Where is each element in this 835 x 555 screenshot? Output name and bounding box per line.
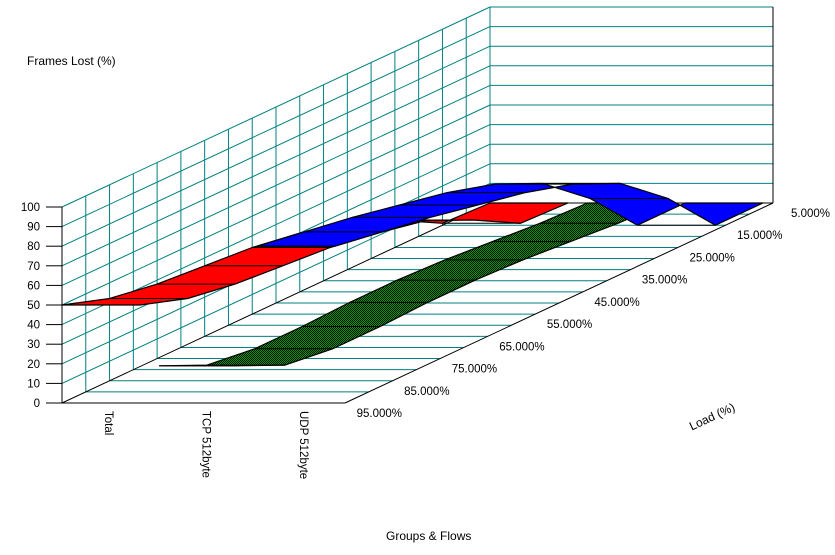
left-wall-height-gridline	[61, 65, 491, 267]
y-tick-label: 20	[27, 359, 40, 371]
left-wall-height-gridline	[61, 84, 491, 286]
category-label: UDP 512byte	[297, 411, 309, 479]
load-tick-label: 75.000%	[452, 364, 497, 376]
load-tick-label: 65.000%	[499, 341, 544, 353]
load-tick-label: 55.000%	[547, 319, 592, 331]
load-tick-label: 25.000%	[689, 252, 734, 264]
x-axis-title: Groups & Flows	[386, 529, 472, 543]
load-tick-label: 5.000%	[791, 208, 830, 220]
floor-left-edge	[61, 202, 491, 404]
y-tick-label: 40	[27, 320, 40, 332]
left-wall-height-gridline	[61, 45, 491, 247]
y-tick-label: 100	[21, 202, 40, 214]
y-axis-title: Frames Lost (%)	[27, 54, 116, 68]
y-tick-label: 30	[27, 339, 40, 351]
y-tick-label: 70	[27, 261, 40, 273]
load-tick-label: 35.000%	[642, 275, 687, 287]
y-tick-label: 0	[34, 398, 40, 410]
load-tick-label: 45.000%	[594, 297, 639, 309]
y-tick-label: 60	[27, 280, 40, 292]
left-wall-height-gridline	[61, 6, 491, 208]
category-label: Total	[102, 411, 114, 435]
y-tick-label: 90	[27, 222, 40, 234]
y-tick-label: 50	[27, 300, 40, 312]
y-tick-label: 10	[27, 378, 40, 390]
y-tick-label: 80	[27, 241, 40, 253]
category-label: TCP 512byte	[200, 411, 212, 478]
load-tick-label: 15.000%	[737, 230, 782, 242]
load-tick-label: 95.000%	[357, 408, 402, 420]
left-wall-height-gridline	[61, 104, 491, 306]
floor-right-edge	[344, 202, 774, 404]
left-wall-height-gridline	[61, 26, 491, 228]
load-tick-label: 85.000%	[404, 386, 449, 398]
